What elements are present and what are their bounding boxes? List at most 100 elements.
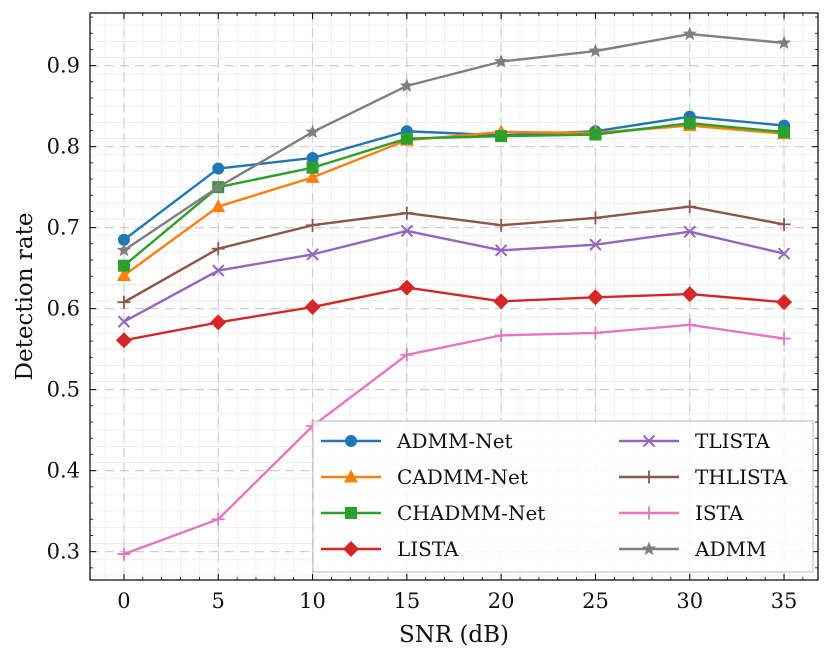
data-point-admm <box>588 43 603 58</box>
series-line-ista <box>123 323 785 556</box>
data-point-admm-net <box>117 233 130 246</box>
y-tick-label: 0.4 <box>47 459 80 483</box>
data-point-tlista <box>117 315 131 328</box>
data-point-tlista <box>400 224 414 238</box>
legend-label: CHADMM-Net <box>397 501 545 525</box>
legend-item-tlista: TLISTA <box>619 429 770 453</box>
data-point-lista <box>776 294 793 311</box>
data-point-ista <box>777 332 791 346</box>
data-point-tlista <box>494 244 508 257</box>
legend-marker-admm-net <box>345 435 357 447</box>
data-point-thlista <box>400 206 414 220</box>
series-line-lista <box>123 286 785 342</box>
legend-label: LISTA <box>397 537 459 561</box>
y-tick-label: 0.7 <box>47 216 80 240</box>
legend-marker-lista <box>343 541 359 557</box>
y-tick-label: 0.8 <box>47 135 80 159</box>
data-point-ista <box>683 318 697 332</box>
data-point-ista <box>211 512 225 526</box>
legend-item-chadmm-net: CHADMM-Net <box>321 501 545 525</box>
series-lista <box>115 279 793 349</box>
x-tick-label: 25 <box>582 589 609 613</box>
y-tick-label: 0.9 <box>47 54 80 78</box>
data-point-admm <box>116 242 132 257</box>
data-point-lista <box>210 314 227 331</box>
legend-label: ADMM-Net <box>396 429 513 453</box>
data-point-cadmm-net <box>305 169 320 183</box>
legend-box <box>312 420 814 573</box>
data-point-chadmm-net <box>400 132 413 145</box>
x-axis-label: SNR (dB) <box>399 622 509 648</box>
data-point-lista <box>115 332 132 349</box>
data-point-thlista <box>494 218 508 232</box>
legend: ADMM-Net CADMM-Net CHADMM-Net LISTA TLISTA TH… <box>312 420 814 573</box>
series-line-admm-net <box>123 115 785 241</box>
legend-marker-cadmm-net <box>344 469 358 483</box>
data-point-admm <box>305 124 320 139</box>
legend-item-lista: LISTA <box>321 537 459 561</box>
legend-label: THLISTA <box>695 465 788 489</box>
data-point-chadmm-net <box>778 126 791 139</box>
series-thlista <box>117 200 791 309</box>
data-point-thlista <box>588 211 602 225</box>
series-line-cadmm-net <box>123 124 785 277</box>
x-tick-label: 0 <box>117 589 130 613</box>
data-point-admm <box>211 179 226 194</box>
legend-item-admm: ADMM <box>619 537 766 561</box>
data-point-thlista <box>211 242 225 256</box>
x-tick-label: 20 <box>488 589 515 613</box>
data-point-tlista <box>683 225 696 238</box>
data-point-chadmm-net <box>495 130 508 143</box>
data-point-ista <box>494 328 508 342</box>
data-point-lista <box>398 279 415 296</box>
data-point-cadmm-net <box>116 267 131 281</box>
series-line-chadmm-net <box>123 121 785 267</box>
data-point-admm <box>776 35 792 50</box>
legend-label: CADMM-Net <box>397 465 528 489</box>
data-point-lista <box>587 289 604 306</box>
data-point-chadmm-net <box>117 259 130 272</box>
data-point-admm <box>682 26 697 41</box>
data-point-admm-net <box>306 151 319 164</box>
data-point-ista <box>588 326 602 340</box>
x-tick-label: 15 <box>393 589 420 613</box>
y-tick-label: 0.6 <box>47 297 80 321</box>
data-point-tlista <box>589 238 602 251</box>
data-point-admm <box>399 78 414 92</box>
data-point-chadmm-net <box>683 117 696 130</box>
legend-marker-admm <box>641 541 657 556</box>
legend-label: TLISTA <box>695 429 770 453</box>
data-point-cadmm-net <box>211 199 226 213</box>
data-point-lista <box>493 293 510 310</box>
series-line-admm <box>123 32 785 252</box>
data-point-tlista <box>777 247 791 260</box>
y-axis-label: Detection rate <box>12 213 38 381</box>
data-point-admm <box>494 54 509 68</box>
series-tlista <box>117 224 791 328</box>
y-tick-label: 0.3 <box>47 540 80 564</box>
series-line-tlista <box>123 229 785 323</box>
legend-marker-ista <box>642 506 656 520</box>
x-tick-label: 35 <box>771 589 798 613</box>
legend-label: ISTA <box>695 501 744 525</box>
series-layer <box>115 26 793 561</box>
data-point-ista <box>400 348 414 362</box>
x-tick-label: 30 <box>676 589 703 613</box>
x-tick-label: 10 <box>299 589 326 613</box>
legend-item-admm-net: ADMM-Net <box>321 429 513 453</box>
data-point-thlista <box>306 218 320 232</box>
data-point-chadmm-net <box>306 161 319 174</box>
legend-marker-thlista <box>642 470 656 484</box>
data-point-chadmm-net <box>589 128 602 141</box>
data-point-thlista <box>683 200 697 214</box>
legend-item-cadmm-net: CADMM-Net <box>321 465 528 489</box>
x-tick-label: 5 <box>212 589 225 613</box>
data-point-lista <box>681 286 698 303</box>
legend-marker-chadmm-net <box>345 507 357 519</box>
plot-frame <box>89 12 819 581</box>
legend-item-ista: ISTA <box>619 501 744 525</box>
data-point-tlista <box>212 264 225 277</box>
axis-ticks: 0 5 10 15 20 25 30 35 0.3 0.4 0.5 0.6 0.7 0.8 0.9 <box>47 13 818 613</box>
data-point-tlista <box>306 248 319 261</box>
